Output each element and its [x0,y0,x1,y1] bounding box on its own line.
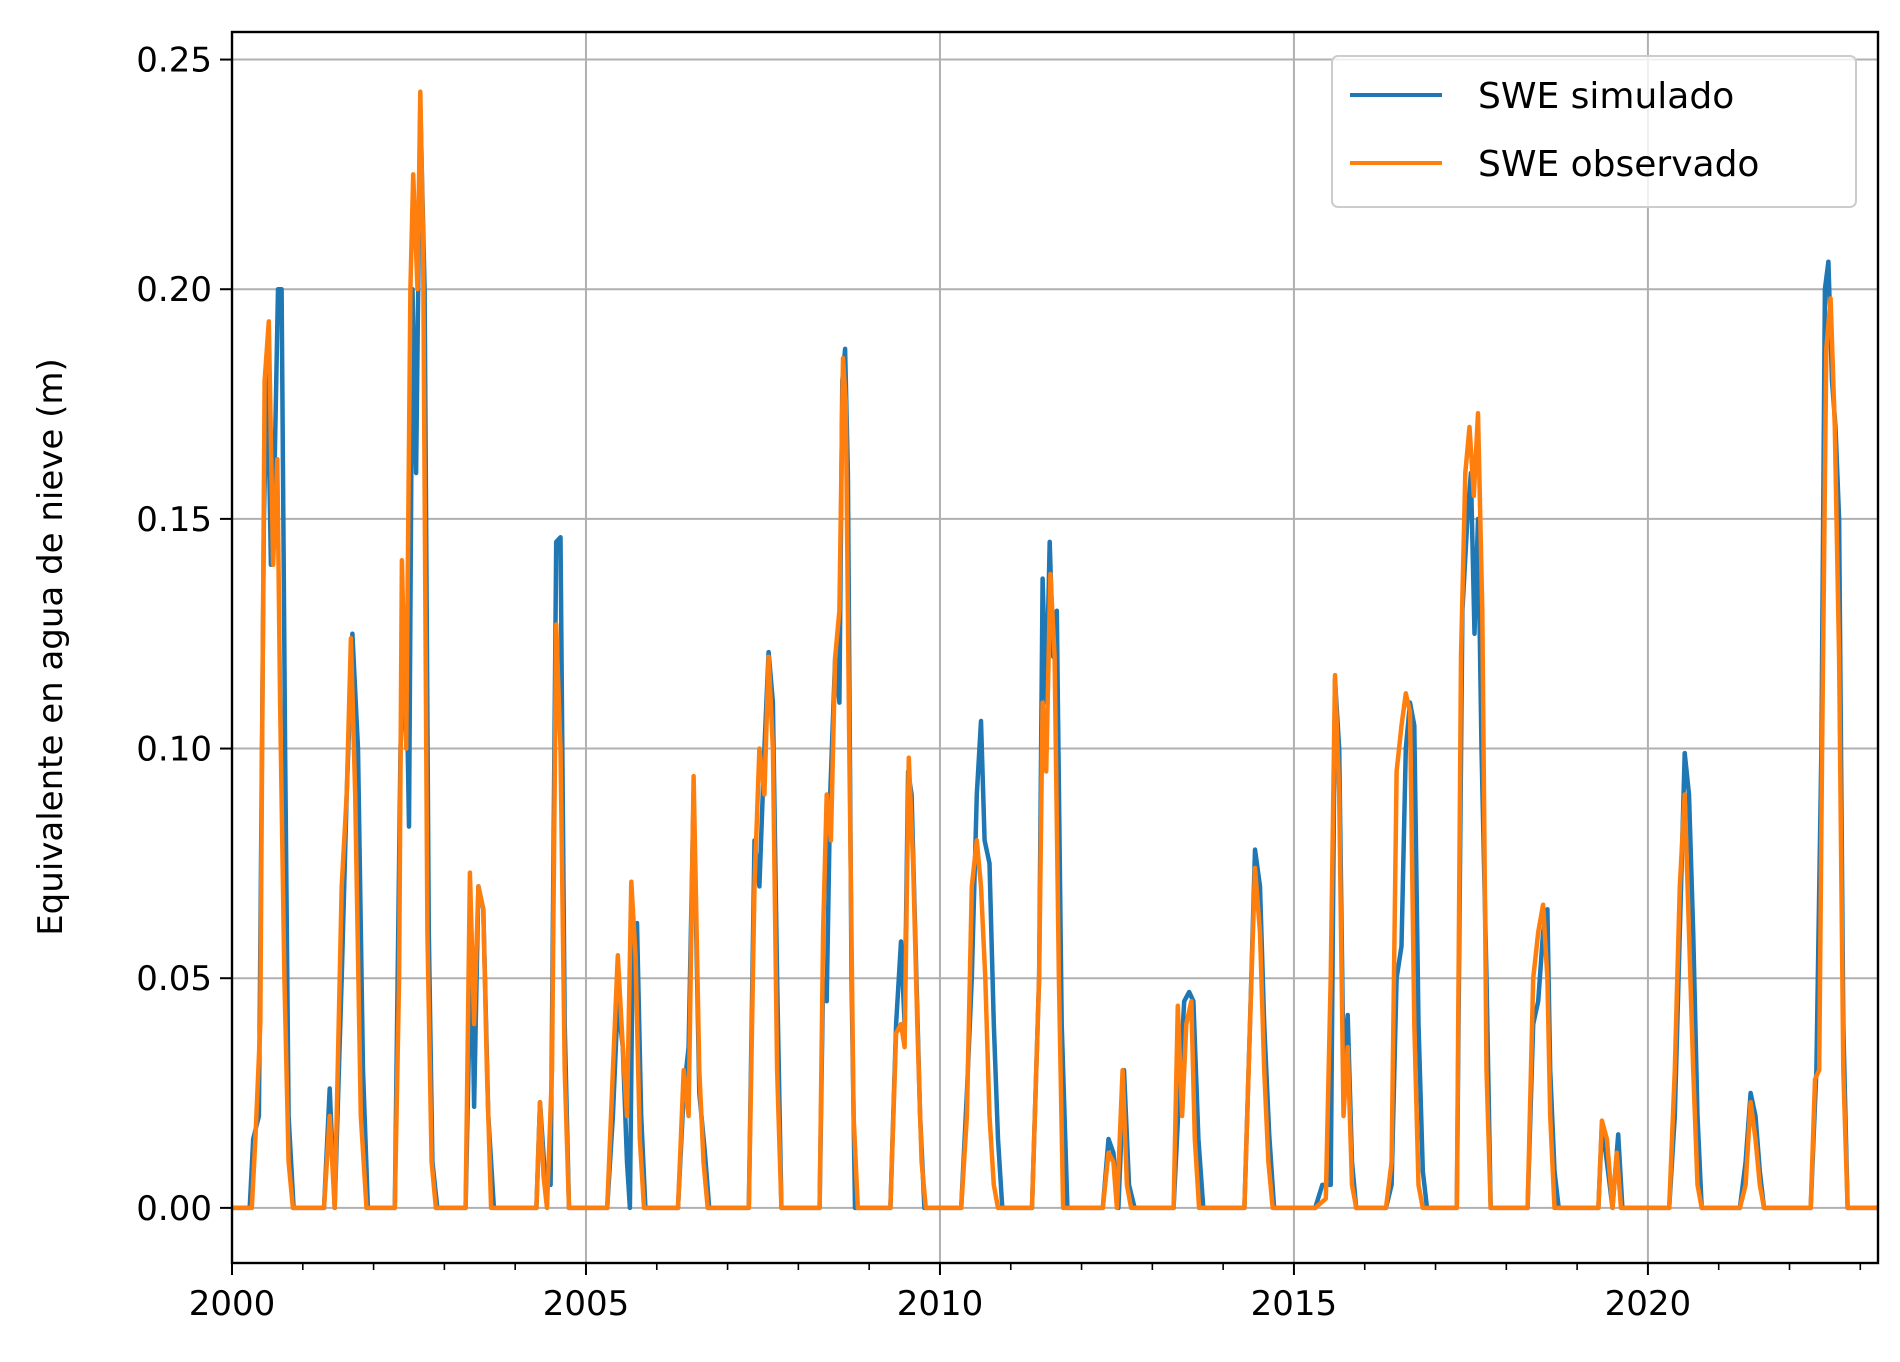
y-tick-label: 0.05 [136,959,212,999]
legend: SWE simulado SWE observado [1331,55,1857,208]
legend-box [1331,55,1857,208]
legend-label-simulado: SWE simulado [1478,76,1734,117]
y-axis-label: Equivalente en agua de nieve (m) [31,358,71,936]
legend-label-observado: SWE observado [1478,144,1759,185]
series-line-observado [232,89,1878,1211]
y-tick-label: 0.20 [136,270,212,310]
plot-area [232,89,1878,1211]
x-tick-label: 2000 [189,1284,276,1324]
axis-ticks: 2000 2005 2010 2015 2020 0.00 0.05 0.10 0.15 0.20… [136,41,1862,1324]
y-tick-label: 0.15 [136,500,212,540]
x-tick-label: 2015 [1251,1284,1338,1324]
x-tick-label: 2005 [543,1284,630,1324]
x-tick-label: 2010 [897,1284,984,1324]
y-tick-label: 0.25 [136,41,212,81]
x-tick-label: 2020 [1605,1284,1692,1324]
y-tick-label: 0.00 [136,1189,212,1229]
y-tick-label: 0.10 [136,730,212,770]
axes-frame [230,30,1880,1265]
